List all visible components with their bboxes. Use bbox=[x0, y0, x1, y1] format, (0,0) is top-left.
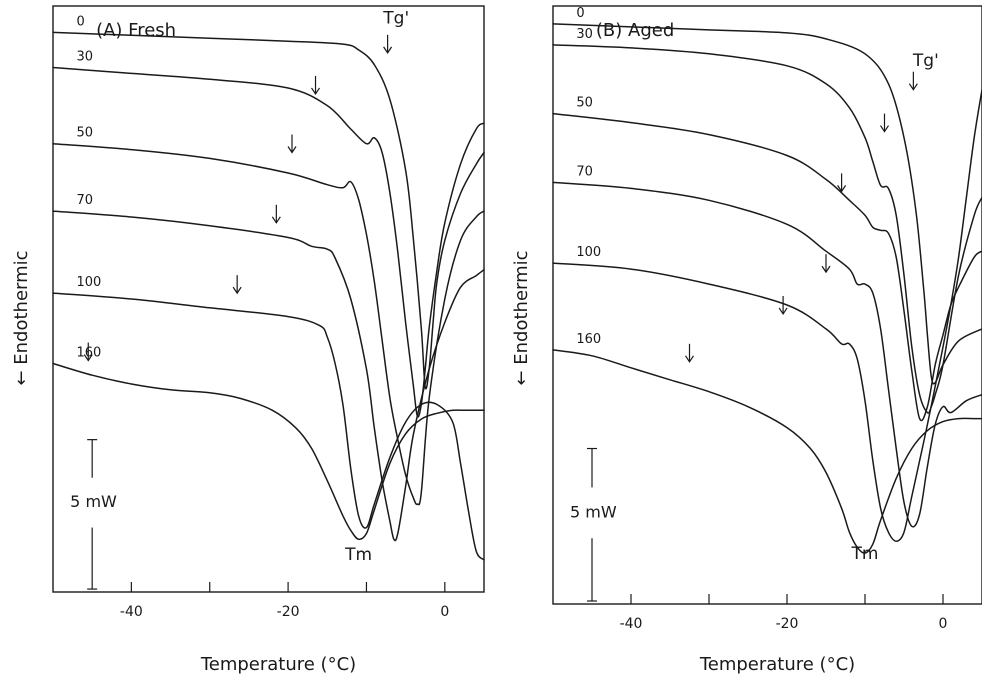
tg-annotation: Tg' bbox=[382, 9, 409, 29]
tg-arrow-head bbox=[83, 354, 93, 362]
series-label: 70 bbox=[576, 164, 593, 179]
curve-100 bbox=[52, 292, 485, 561]
series-label: 0 bbox=[576, 6, 584, 21]
series-label: 70 bbox=[77, 193, 94, 208]
x-tick-label: -40 bbox=[120, 604, 143, 620]
scale-bar: 5 mW bbox=[70, 439, 117, 590]
series-0: 0 bbox=[52, 14, 485, 390]
panel-title: (B) Aged bbox=[596, 20, 674, 41]
tg-annotation: Tg' bbox=[912, 51, 939, 71]
tg-arrow-head bbox=[287, 146, 297, 154]
curve-100 bbox=[552, 88, 982, 542]
series-30: 30 bbox=[552, 27, 982, 414]
tg-arrow-head bbox=[880, 125, 889, 133]
panel-title: (A) Fresh bbox=[96, 20, 176, 41]
x-tick-label: 0 bbox=[440, 604, 449, 620]
curve-70 bbox=[552, 181, 982, 528]
curve-30 bbox=[52, 66, 485, 418]
curve-70 bbox=[52, 210, 485, 542]
tm-annotation: Tm bbox=[344, 545, 372, 565]
curve-0 bbox=[552, 23, 982, 385]
x-axis-label: Temperature (°C) bbox=[200, 654, 356, 675]
curve-160 bbox=[52, 362, 485, 541]
curve-50 bbox=[52, 142, 485, 506]
series-100: 100 bbox=[52, 275, 485, 561]
series-label: 50 bbox=[576, 96, 593, 111]
series-label: 100 bbox=[77, 275, 102, 290]
curve-50 bbox=[552, 112, 982, 422]
curve-30 bbox=[552, 44, 982, 414]
x-tick-label: -20 bbox=[277, 604, 300, 620]
series-50: 50 bbox=[52, 126, 485, 506]
series-label: 0 bbox=[77, 14, 85, 29]
panel-b: -40 -20 0 Temperature (°C) ← Endothermic (B) … bbox=[511, 5, 982, 675]
tg-arrow-head bbox=[908, 83, 918, 91]
scale-bar: 5 mW bbox=[570, 447, 617, 602]
series-160: 160 bbox=[52, 342, 485, 541]
y-axis-label: ← Endothermic bbox=[11, 250, 32, 385]
plot-frame bbox=[52, 5, 485, 593]
curve-0 bbox=[52, 31, 485, 390]
series-label: 30 bbox=[77, 50, 94, 65]
tg-arrow-head bbox=[837, 185, 847, 193]
series-30: 30 bbox=[52, 50, 485, 418]
series-label: 50 bbox=[77, 126, 94, 141]
series-70: 70 bbox=[52, 193, 485, 542]
x-tick-label: -20 bbox=[776, 616, 799, 632]
tg-arrow-head bbox=[821, 265, 831, 274]
x-axis-label: Temperature (°C) bbox=[699, 654, 855, 675]
curve-160 bbox=[552, 349, 982, 554]
y-axis-label: ← Endothermic bbox=[511, 250, 532, 385]
series-label: 100 bbox=[576, 245, 601, 260]
scale-bar-label: 5 mW bbox=[570, 502, 617, 521]
x-tick-label: 0 bbox=[939, 616, 948, 632]
scale-bar-label: 5 mW bbox=[70, 492, 117, 511]
tg-arrow-head bbox=[271, 216, 281, 224]
series-label: 160 bbox=[77, 345, 102, 360]
tg-arrow-head bbox=[383, 46, 393, 54]
series-70: 70 bbox=[552, 164, 982, 528]
tm-annotation: Tm bbox=[851, 544, 879, 564]
tg-arrow-head bbox=[778, 307, 788, 316]
series-label: 30 bbox=[576, 27, 593, 42]
series-160: 160 bbox=[552, 332, 982, 554]
series-label: 160 bbox=[576, 332, 601, 347]
series-100: 100 bbox=[552, 88, 982, 542]
tg-arrow-head bbox=[232, 286, 242, 295]
panel-a: -40 -20 0 Temperature (°C) ← Endothermic (A) … bbox=[11, 5, 485, 675]
plot-frame bbox=[552, 5, 982, 605]
series-50: 50 bbox=[552, 96, 982, 422]
tg-arrow-head bbox=[311, 87, 321, 95]
tg-arrow-head bbox=[685, 355, 694, 363]
x-tick-label: -40 bbox=[620, 616, 643, 632]
